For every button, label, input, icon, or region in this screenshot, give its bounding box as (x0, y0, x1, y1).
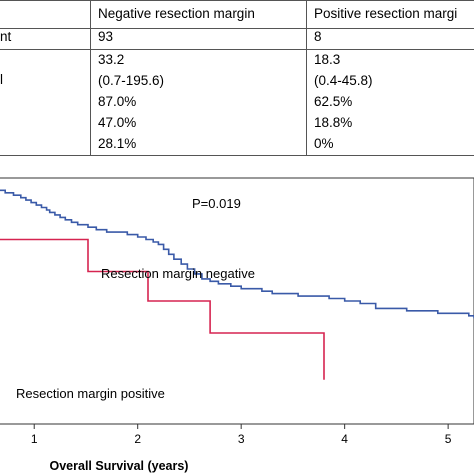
table-cell: 8 (314, 29, 322, 44)
table-column-divider (90, 0, 91, 156)
table-cell: (0.4-45.8) (314, 73, 373, 88)
table-cell: (0.7-195.6) (98, 73, 165, 88)
table-top-border (0, 0, 474, 1)
table-cell: 62.5% (314, 94, 353, 109)
table-cell: 47.0% (98, 115, 137, 130)
table-cell: 18.8% (314, 115, 353, 130)
positive-margin-curve (0, 238, 325, 380)
x-axis-title: Overall Survival (years) (50, 459, 189, 473)
header-positive-margin: Positive resection margi (314, 6, 458, 21)
x-axis-ticks: 1 2 3 4 5 (31, 424, 452, 446)
table-bottom-border (0, 155, 474, 156)
header-negative-margin: Negative resection margin (98, 6, 255, 21)
row-label: l (0, 72, 3, 87)
positive-series-label: Resection margin positive (16, 386, 165, 401)
plot-frame (0, 177, 474, 425)
x-tick-label: 3 (238, 432, 245, 446)
series-layer (0, 189, 474, 380)
table-cell: 0% (314, 136, 334, 151)
p-value-label: P=0.019 (192, 196, 241, 211)
x-tick-label: 2 (134, 432, 141, 446)
table-cell: 93 (98, 29, 114, 44)
table-column-divider (306, 0, 307, 156)
row-label: nt (0, 29, 12, 44)
x-tick-label: 4 (341, 432, 348, 446)
table-header-divider (0, 28, 474, 29)
table-cell: 87.0% (98, 94, 137, 109)
table-cell: 18.3 (314, 52, 341, 67)
table-row-divider (0, 49, 474, 50)
negative-series-label: Resection margin negative (101, 266, 255, 281)
table-cell: 33.2 (98, 52, 125, 67)
x-tick-label: 5 (445, 432, 452, 446)
negative-margin-curve (0, 189, 474, 319)
summary-table: Negative resection margin Positive resec… (0, 0, 474, 160)
table-cell: 28.1% (98, 136, 137, 151)
x-tick-label: 1 (31, 432, 38, 446)
